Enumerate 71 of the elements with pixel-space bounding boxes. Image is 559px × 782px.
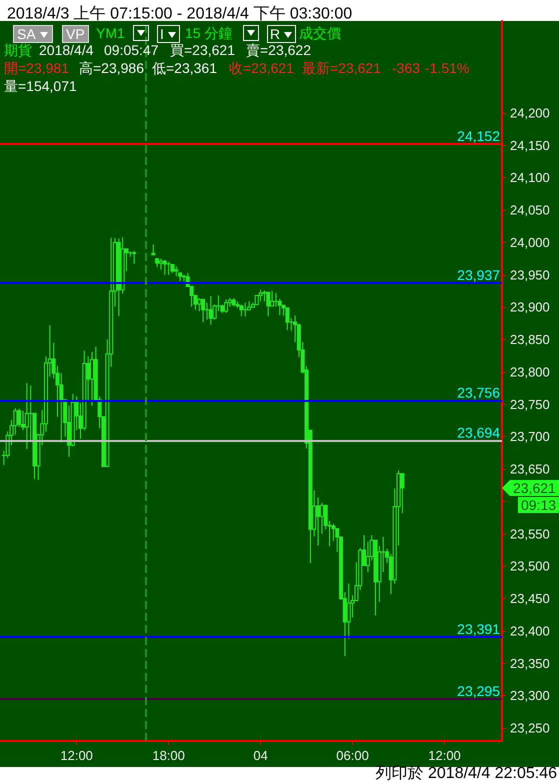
annotation: 買=23,621 bbox=[170, 42, 235, 58]
x-tick-label: 06:00 bbox=[336, 748, 369, 763]
annotation: 量=154,071 bbox=[4, 78, 77, 94]
candlestick bbox=[258, 289, 263, 302]
y-tick-label: 23,950 bbox=[510, 267, 550, 282]
annotation: 2018/4/4 bbox=[39, 42, 94, 58]
candlestick bbox=[208, 296, 213, 326]
y-tick-label: 23,550 bbox=[510, 526, 550, 542]
ref-line-label: 23,694 bbox=[457, 424, 500, 441]
y-tick-label: 23,250 bbox=[510, 720, 550, 736]
candlestick bbox=[239, 304, 244, 317]
y-tick-label: 23,400 bbox=[510, 623, 550, 638]
candlestick bbox=[170, 264, 174, 274]
annotation: YM1 bbox=[96, 25, 125, 41]
y-tick-label: 23,450 bbox=[510, 591, 550, 606]
candlestick bbox=[232, 298, 236, 308]
annotation: -1.51% bbox=[425, 60, 470, 76]
annotation: -363 bbox=[392, 60, 420, 76]
y-tick-label: 24,150 bbox=[510, 138, 550, 153]
annotation: 收=23,621 bbox=[229, 60, 294, 76]
candlestick bbox=[201, 298, 206, 323]
annotation: 成交價 bbox=[299, 25, 341, 41]
x-tick-label: 12:00 bbox=[60, 748, 93, 763]
y-tick-label: 23,800 bbox=[510, 364, 550, 380]
annotation: 最新=23,621 bbox=[302, 60, 381, 76]
annotation: 期貨 bbox=[4, 42, 32, 58]
y-tick-label: 23,350 bbox=[510, 656, 550, 671]
annotation: I bbox=[160, 26, 164, 42]
y-tick-label: 23,500 bbox=[510, 558, 550, 574]
annotation: 低=23,361 bbox=[152, 60, 217, 76]
y-tick-label: 24,050 bbox=[510, 202, 550, 218]
candlestick bbox=[285, 307, 290, 330]
ref-line-label: 24,152 bbox=[457, 128, 500, 144]
x-tick-label: 18:00 bbox=[152, 748, 185, 763]
annotation: VP bbox=[66, 26, 85, 42]
candlestick bbox=[243, 302, 248, 317]
text: 列印於 2018/4/4 22:05:46 bbox=[376, 765, 557, 782]
ref-line-label: 23,937 bbox=[457, 267, 500, 284]
annotation: 賣=23,622 bbox=[246, 42, 311, 58]
annotation: SA bbox=[17, 26, 36, 42]
chart-title: 2018/4/3 上午 07:15:00 - 2018/4/4 下午 03:30:00 bbox=[7, 4, 352, 22]
y-tick-label: 24,100 bbox=[510, 170, 550, 186]
candlestick bbox=[116, 238, 121, 317]
y-tick-label: 23,750 bbox=[510, 396, 550, 412]
candlestick bbox=[151, 244, 156, 256]
y-tick-label: 23,700 bbox=[510, 429, 550, 444]
y-tick-label: 23,850 bbox=[510, 332, 550, 348]
y-tick-label: 23,900 bbox=[510, 300, 550, 315]
text: 09:13 bbox=[518, 496, 559, 513]
y-tick-label: 23,300 bbox=[510, 688, 550, 704]
y-tick-label: 24,000 bbox=[510, 234, 550, 250]
x-tick-label: 04 bbox=[253, 748, 268, 763]
annotation: 09:05:47 bbox=[104, 42, 158, 58]
text: 23,621 bbox=[510, 480, 559, 496]
candlestick bbox=[224, 298, 228, 314]
y-tick-label: 23,650 bbox=[510, 462, 550, 477]
candlestick bbox=[162, 259, 167, 276]
candlestick bbox=[266, 292, 270, 317]
annotation: R bbox=[270, 26, 280, 42]
ref-line-label: 23,756 bbox=[457, 384, 500, 400]
y-tick-label: 24,200 bbox=[510, 105, 550, 120]
annotation: 開=23,981 bbox=[4, 60, 69, 76]
candlestick bbox=[132, 250, 136, 264]
x-tick-label: 12:00 bbox=[428, 748, 461, 763]
candlestick bbox=[24, 382, 29, 450]
ref-line-label: 23,391 bbox=[457, 620, 500, 637]
annotation: 15 分鐘 bbox=[185, 25, 232, 41]
candlestick bbox=[155, 258, 160, 268]
annotation: 高=23,986 bbox=[79, 60, 144, 76]
ref-line-label: 23,295 bbox=[457, 682, 500, 699]
candlestick bbox=[166, 261, 171, 276]
